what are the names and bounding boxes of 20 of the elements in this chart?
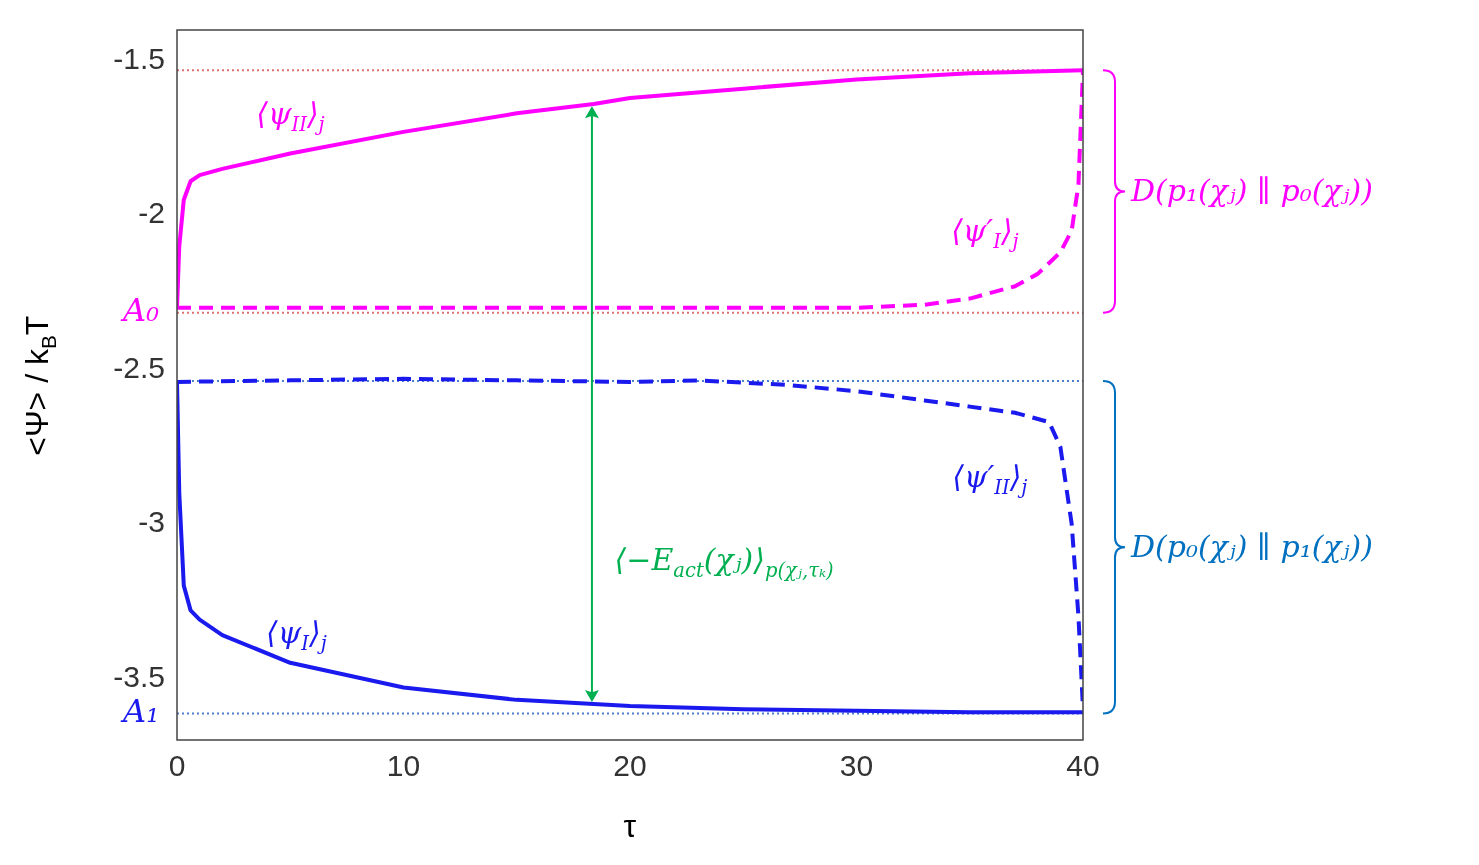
annotation: ⟨−E$_{act}$(χⱼ)⟩$_{p(χⱼ,τₖ)}$ xyxy=(614,542,834,583)
ref-line-label: A₁ xyxy=(120,691,159,730)
y-tick-label: -2.5 xyxy=(113,350,165,384)
x-tick-label: 30 xyxy=(839,749,874,783)
text: D(p₁(χⱼ) ∥ p₀(χⱼ)) xyxy=(1131,173,1373,209)
x-tick-label: 20 xyxy=(613,749,647,783)
annotation: ⟨ψ′$_{II}$⟩$_{j}$ xyxy=(952,459,1028,500)
ref-line-label: A₀ xyxy=(120,291,160,330)
x-tick-label: 10 xyxy=(386,749,421,783)
annotation: ⟨ψ$_{II}$⟩$_{j}$ xyxy=(256,96,325,137)
annotation: ⟨ψ′$_{I}$⟩$_{j}$ xyxy=(951,213,1019,254)
y-tick-label: -3 xyxy=(138,505,165,539)
text: D(p₀(χⱼ) ∥ p₁(χⱼ)) xyxy=(1131,529,1373,565)
y-tick-label: -2 xyxy=(138,196,165,230)
x-tick-label: 40 xyxy=(1066,749,1100,783)
y-tick-label: -3.5 xyxy=(113,659,165,693)
annotation: ⟨ψ$_{I}$⟩$_{j}$ xyxy=(266,614,327,655)
x-tick-label: 0 xyxy=(168,749,186,783)
x-axis-title: τ xyxy=(623,808,637,845)
y-tick-label: -1.5 xyxy=(113,42,165,76)
